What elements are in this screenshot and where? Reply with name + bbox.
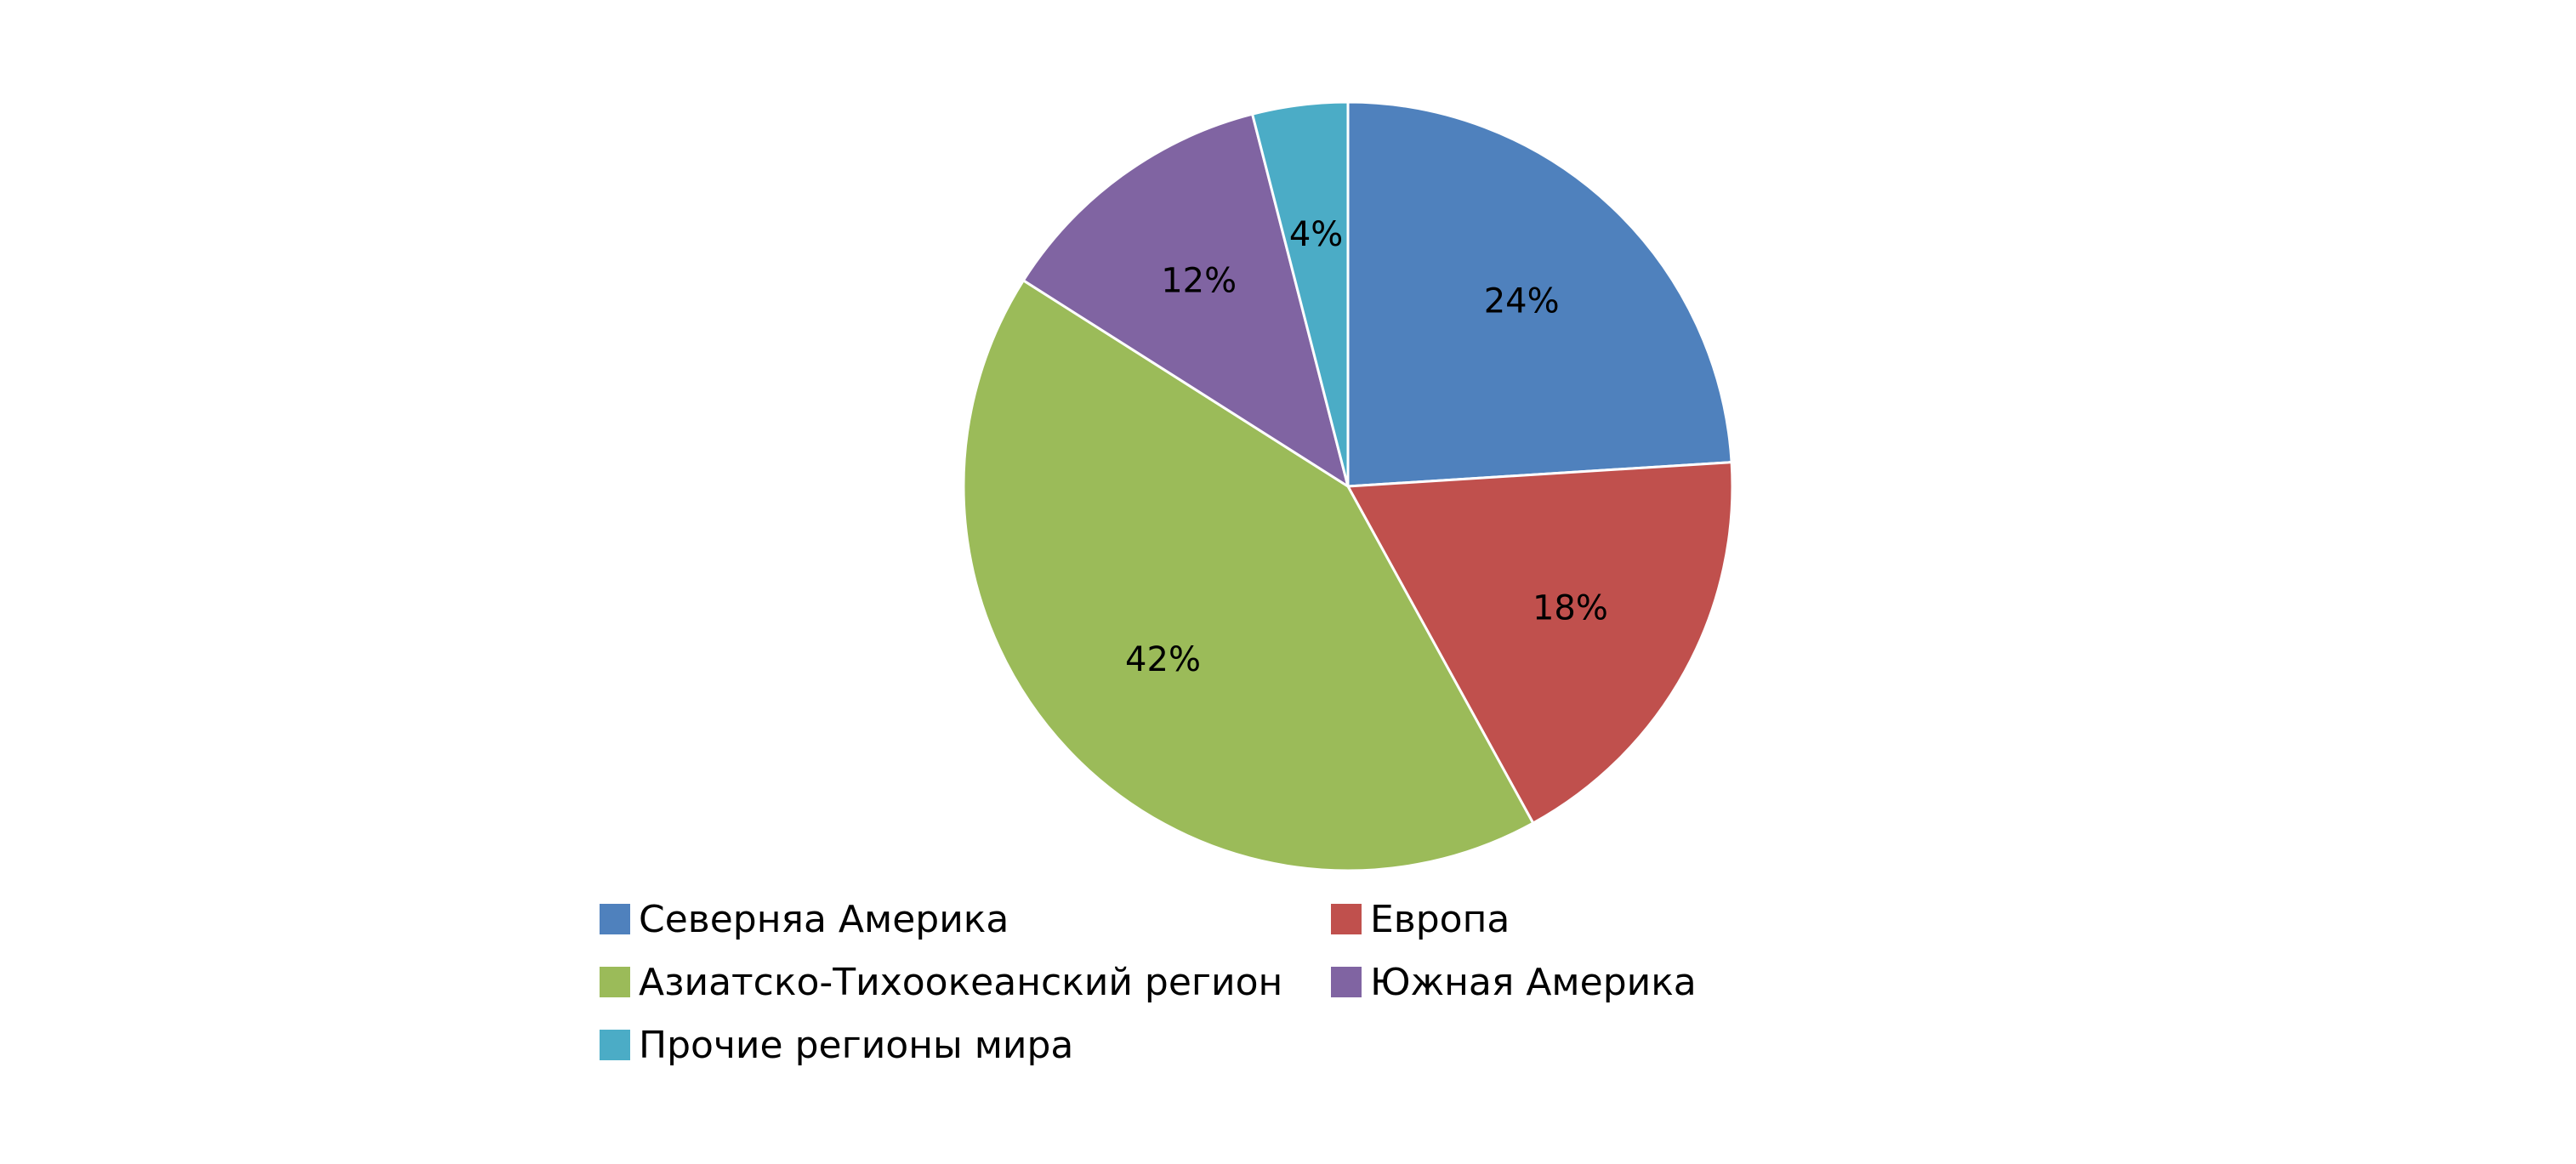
slice-data-label: 18%: [1533, 589, 1608, 628]
legend-item: Южная Америка: [1331, 957, 1790, 1007]
legend-swatch: [1331, 967, 1362, 997]
legend-item: Европа: [1331, 894, 1790, 944]
slice-data-label: 4%: [1289, 215, 1343, 254]
pie-data-labels: 24% 18% 42% 12% 4%: [1125, 215, 1608, 679]
legend-item: Прочие регионы мира: [600, 1020, 1331, 1070]
legend-label: Азиатско-Тихоокеанский регион: [639, 960, 1283, 1004]
pie-slice: [1346, 100, 1733, 488]
legend-label: Северняа Америка: [639, 897, 1009, 941]
legend-label: Южная Америка: [1370, 960, 1697, 1004]
legend-swatch: [600, 1030, 630, 1060]
slice-data-label: 42%: [1125, 640, 1201, 679]
pie-slices: [962, 100, 1734, 872]
legend-swatch: [600, 967, 630, 997]
pie-slice: [1250, 100, 1350, 487]
pie-slice: [1021, 112, 1351, 490]
chart-legend: Северняа Америка Европа Азиатско-Тихоокеан…: [600, 894, 1790, 1070]
slice-data-label: 24%: [1484, 282, 1560, 321]
legend-swatch: [1331, 904, 1362, 934]
legend-swatch: [600, 904, 630, 934]
pie-slice: [962, 278, 1535, 872]
legend-item: Азиатско-Тихоокеанский регион: [600, 957, 1331, 1007]
pie-slice: [1345, 461, 1734, 826]
legend-item: Северняа Америка: [600, 894, 1331, 944]
legend-label: Европа: [1370, 897, 1510, 941]
legend-label: Прочие регионы мира: [639, 1023, 1074, 1067]
slice-data-label: 12%: [1161, 262, 1237, 301]
